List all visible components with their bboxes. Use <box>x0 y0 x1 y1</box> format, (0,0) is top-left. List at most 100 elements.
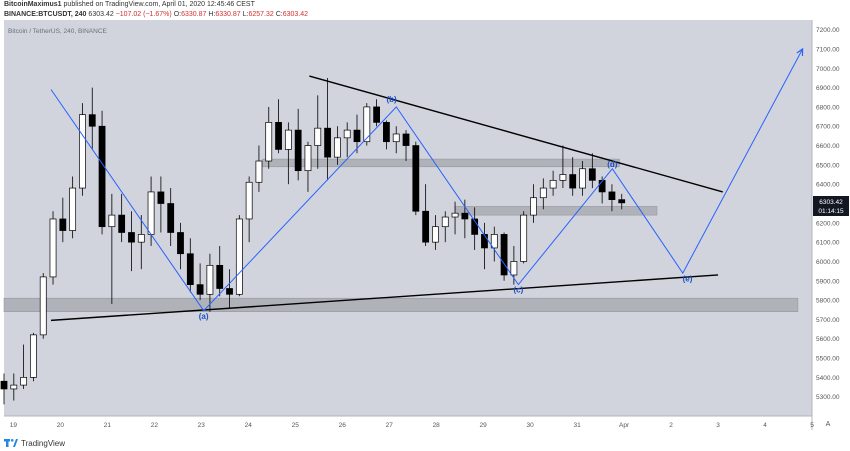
candle <box>539 178 547 210</box>
price-axis-label: 5800.00 <box>816 298 840 305</box>
price-axis-label: 5400.00 <box>816 375 840 382</box>
time-axis-label: 27 <box>386 422 394 429</box>
close-value: 6303.42 <box>282 11 309 18</box>
trend-line <box>309 75 723 193</box>
candle <box>59 197 67 243</box>
candle-body <box>20 377 28 386</box>
candle <box>588 153 596 189</box>
candle-body <box>549 179 557 189</box>
time-axis-label: 5 <box>810 422 814 429</box>
candle <box>88 87 96 150</box>
candle <box>20 344 28 389</box>
candle-body <box>147 191 155 235</box>
candle <box>579 161 586 196</box>
candle-body <box>118 214 126 233</box>
wave-label: (c) <box>514 285 524 294</box>
candle-body <box>314 127 322 146</box>
candle <box>265 106 273 169</box>
candle-body <box>588 168 596 181</box>
candle <box>10 373 18 401</box>
candle-body <box>383 122 390 143</box>
price-axis-label: 6000.00 <box>816 259 840 266</box>
candle-body <box>167 203 175 233</box>
price-zone <box>454 206 658 216</box>
candle-body <box>196 284 204 295</box>
candle-body <box>559 174 567 181</box>
wave-label: (a) <box>199 312 209 321</box>
candle <box>167 188 175 247</box>
candle <box>471 207 479 250</box>
candle-body <box>235 218 243 295</box>
candle-body <box>294 129 302 172</box>
time-axis-label: 26 <box>339 422 347 429</box>
candle <box>392 126 400 154</box>
candle <box>137 215 145 270</box>
candle <box>108 193 116 304</box>
candle <box>206 253 214 312</box>
candle <box>373 99 380 127</box>
candle-body <box>324 127 331 158</box>
price-axis-background <box>812 20 850 416</box>
candle <box>69 176 77 239</box>
price-axis-label: 7200.00 <box>816 27 840 34</box>
candle <box>284 122 292 185</box>
auto-scale-button[interactable]: A <box>826 421 831 428</box>
candle <box>490 226 498 262</box>
time-axis-label: 20 <box>57 422 65 429</box>
candle-body <box>392 133 400 143</box>
candle-body <box>402 133 410 146</box>
candle <box>314 95 322 169</box>
candle-body <box>216 264 224 289</box>
time-axis-label: 4 <box>763 422 767 429</box>
candle-body <box>598 179 606 193</box>
candle <box>196 263 204 301</box>
candle <box>226 269 233 308</box>
open-label: O: <box>173 11 182 18</box>
candle <box>216 246 224 297</box>
candle-body <box>569 174 577 189</box>
candle-body <box>275 122 282 150</box>
trend-line <box>50 274 719 322</box>
candle <box>49 211 57 285</box>
high-value: 6330.87 <box>215 11 241 18</box>
candle-body <box>343 129 351 139</box>
candle-body <box>441 216 449 228</box>
candle-body <box>363 106 371 143</box>
price-axis-label: 7000.00 <box>816 66 840 73</box>
candle <box>422 184 430 247</box>
candle-body <box>98 125 106 228</box>
candle <box>549 170 557 196</box>
candle-body <box>10 384 18 390</box>
candle <box>412 141 420 216</box>
candle-body <box>520 214 528 262</box>
price-change: −107.02 (−1.67%) <box>115 11 172 18</box>
price-chart[interactable]: (a)(b)(c)(d)(e) 5300.005400.005500.00560… <box>0 0 850 435</box>
time-axis-label: 23 <box>198 422 206 429</box>
price-axis-label: 7100.00 <box>816 46 840 53</box>
price-zone <box>262 158 620 168</box>
candle <box>500 232 508 281</box>
tradingview-footer[interactable]: TradingView <box>4 436 65 450</box>
candle <box>98 110 106 235</box>
time-axis-label: 19 <box>10 422 18 429</box>
chart-title: Bitcoin / TetherUS, 240, BINANCE <box>8 28 108 35</box>
price-tag: 6303.42 01:14:15 <box>813 196 849 216</box>
candle <box>30 332 37 382</box>
candle-body <box>69 187 77 231</box>
candle <box>343 122 351 158</box>
candle-body <box>265 122 273 162</box>
candle <box>451 201 459 235</box>
price-axis-label: 6400.00 <box>816 182 840 189</box>
price-axis-label: 5300.00 <box>816 394 840 401</box>
author-name[interactable]: BitcoinMaximus1 <box>4 1 62 8</box>
time-axis-label: 21 <box>104 422 112 429</box>
candle-body <box>30 334 37 378</box>
candle <box>79 103 86 196</box>
candle-body <box>255 160 263 183</box>
time-axis-label: 31 <box>573 422 581 429</box>
price-axis-label: 6900.00 <box>816 85 840 92</box>
high-label: H: <box>208 11 216 18</box>
candle-body <box>59 218 67 231</box>
candle-body <box>471 218 479 235</box>
candle <box>383 120 390 150</box>
